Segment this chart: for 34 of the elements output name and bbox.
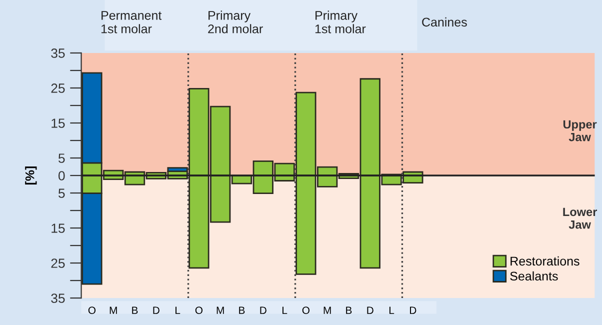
x-tick-label: D <box>153 306 160 314</box>
x-tick-label: O <box>302 306 310 314</box>
legend-label: Restorations <box>510 256 580 266</box>
y-tick-label: 35 <box>51 294 65 303</box>
legend-label: Sealants <box>510 271 558 281</box>
x-tick-label: M <box>216 306 224 314</box>
x-tick-label: L <box>176 306 180 314</box>
text: Primary 2nd molar <box>208 10 263 34</box>
y-tick-label: 15 <box>52 118 65 128</box>
band-label: Upper Jaw <box>563 120 597 142</box>
y-tick-label: 25 <box>51 84 65 93</box>
x-tick-label: B <box>239 306 245 314</box>
y-tick-label: 5 <box>58 154 65 163</box>
x-tick-label: D <box>367 306 374 314</box>
x-tick-label: L <box>282 306 288 314</box>
x-tick-label: B <box>346 306 352 314</box>
text: Primary 1st molar <box>315 10 366 34</box>
x-tick-label: M <box>324 306 331 314</box>
x-tick-label: L <box>389 306 394 314</box>
y-tick-label: 5 <box>58 188 65 198</box>
y-tick-label: 15 <box>52 224 65 233</box>
text: Canines <box>422 17 467 27</box>
x-tick-label: B <box>132 306 138 314</box>
x-tick-label: M <box>110 306 117 314</box>
band-label: Lower Jaw <box>563 208 598 229</box>
y-tick-label: 0 <box>58 171 65 180</box>
text: Permanent 1st molar <box>101 11 162 34</box>
y-tick-label: 35 <box>51 48 65 58</box>
y-tick-label: 25 <box>51 258 65 268</box>
x-tick-label: O <box>195 306 202 314</box>
x-tick-label: D <box>260 306 266 314</box>
y-axis-title: [%] <box>25 166 37 185</box>
x-tick-label: D <box>410 306 416 314</box>
x-tick-label: O <box>88 306 96 314</box>
